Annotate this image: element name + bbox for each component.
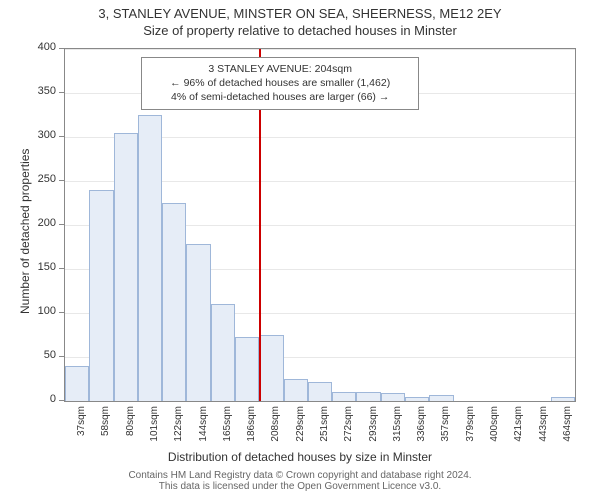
footer-caption: Contains HM Land Registry data © Crown c… [0, 470, 600, 492]
y-tick [59, 356, 64, 357]
x-tick-label: 421sqm [513, 406, 524, 446]
x-tick-label: 80sqm [125, 406, 136, 446]
y-tick-label: 350 [26, 85, 56, 97]
y-tick [59, 224, 64, 225]
x-tick-label: 251sqm [319, 406, 330, 446]
histogram-bar [65, 366, 89, 401]
histogram-bar [235, 337, 259, 401]
histogram-bar [308, 382, 332, 401]
x-tick-label: 165sqm [222, 406, 233, 446]
y-tick [59, 92, 64, 93]
y-tick-label: 200 [26, 217, 56, 229]
x-tick-label: 379sqm [465, 406, 476, 446]
y-tick-label: 250 [26, 173, 56, 185]
title-line-2: Size of property relative to detached ho… [0, 21, 600, 38]
histogram-bar [138, 115, 162, 401]
histogram-bar [259, 335, 283, 401]
x-tick-label: 464sqm [562, 406, 573, 446]
x-tick-label: 58sqm [100, 406, 111, 446]
y-tick-label: 50 [26, 349, 56, 361]
histogram-bar [114, 133, 138, 401]
histogram-bar [405, 397, 429, 401]
y-tick-label: 400 [26, 41, 56, 53]
x-tick-label: 37sqm [76, 406, 87, 446]
x-tick-label: 336sqm [416, 406, 427, 446]
chart-container: 3, STANLEY AVENUE, MINSTER ON SEA, SHEER… [0, 0, 600, 500]
x-tick-label: 101sqm [149, 406, 160, 446]
y-tick-label: 300 [26, 129, 56, 141]
y-tick [59, 48, 64, 49]
histogram-bar [186, 244, 210, 401]
x-tick-label: 293sqm [368, 406, 379, 446]
x-tick-label: 208sqm [270, 406, 281, 446]
histogram-bar [162, 203, 186, 401]
y-tick [59, 400, 64, 401]
plot-area: 3 STANLEY AVENUE: 204sqm← 96% of detache… [64, 48, 576, 402]
histogram-bar [356, 392, 380, 401]
y-tick [59, 312, 64, 313]
histogram-bar [211, 304, 235, 401]
histogram-bar [332, 392, 356, 401]
title-line-1: 3, STANLEY AVENUE, MINSTER ON SEA, SHEER… [0, 0, 600, 21]
y-tick [59, 268, 64, 269]
histogram-bar [284, 379, 308, 401]
histogram-bar [381, 393, 405, 401]
x-tick-label: 357sqm [440, 406, 451, 446]
y-tick-label: 150 [26, 261, 56, 273]
x-tick-label: 122sqm [173, 406, 184, 446]
histogram-bar [551, 397, 575, 401]
x-tick-label: 186sqm [246, 406, 257, 446]
x-tick-label: 229sqm [295, 406, 306, 446]
x-tick-label: 400sqm [489, 406, 500, 446]
x-axis-label: Distribution of detached houses by size … [0, 450, 600, 464]
x-tick-label: 144sqm [198, 406, 209, 446]
y-tick [59, 180, 64, 181]
y-tick [59, 136, 64, 137]
grid-line [65, 49, 575, 50]
annotation-box: 3 STANLEY AVENUE: 204sqm← 96% of detache… [141, 57, 419, 110]
x-tick-label: 443sqm [538, 406, 549, 446]
x-tick-label: 315sqm [392, 406, 403, 446]
y-tick-label: 0 [26, 393, 56, 405]
x-tick-label: 272sqm [343, 406, 354, 446]
histogram-bar [429, 395, 453, 401]
histogram-bar [89, 190, 113, 401]
y-tick-label: 100 [26, 305, 56, 317]
